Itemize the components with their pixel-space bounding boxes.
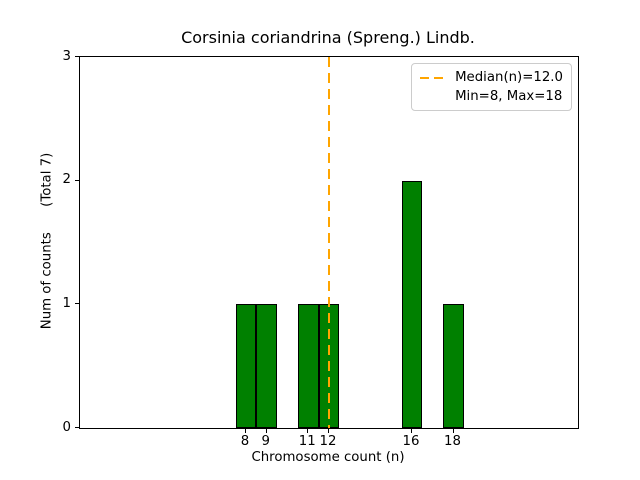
legend-handle-spacer [420,96,447,98]
x-tick-mark [411,429,412,433]
bar-n-9 [256,304,278,428]
plot-area: Median(n)=12.0 Min=8, Max=18 [79,56,579,429]
y-tick-mark [75,303,79,305]
y-tick-label: 2 [62,172,71,188]
legend-label-minmax: Min=8, Max=18 [455,89,563,104]
bar-n-11 [297,304,319,428]
bar-n-8 [235,304,257,428]
y-tick-mark [75,179,79,181]
legend-label-median: Median(n)=12.0 [455,70,563,85]
x-tick-mark [328,429,329,433]
x-tick-mark [307,429,309,433]
x-tick-mark [265,429,267,433]
legend: Median(n)=12.0 Min=8, Max=18 [411,63,572,111]
x-tick-label: 9 [261,434,270,449]
x-tick-label: 18 [444,434,461,449]
x-tick-mark [452,429,454,433]
chart-title: Corsinia coriandrina (Spreng.) Lindb. [181,28,475,47]
x-axis-label: Chromosome count (n) [251,450,405,465]
y-tick-mark [75,427,79,428]
x-tick-label: 12 [319,434,337,449]
median-dash-icon [420,76,448,79]
bar-n-18 [443,304,464,428]
y-tick-label: 3 [62,48,71,64]
y-tick-label: 0 [62,419,71,435]
median-line [328,57,330,428]
x-tick-mark [245,429,246,433]
legend-row-median: Median(n)=12.0 [420,68,563,87]
x-tick-label: 11 [298,434,316,449]
x-tick-label: 16 [402,434,420,449]
bar-n-16 [401,180,423,428]
x-tick-label: 8 [240,434,250,449]
y-tick-label: 1 [62,295,71,311]
legend-row-minmax: Min=8, Max=18 [420,87,563,106]
y-tick-mark [75,56,79,57]
